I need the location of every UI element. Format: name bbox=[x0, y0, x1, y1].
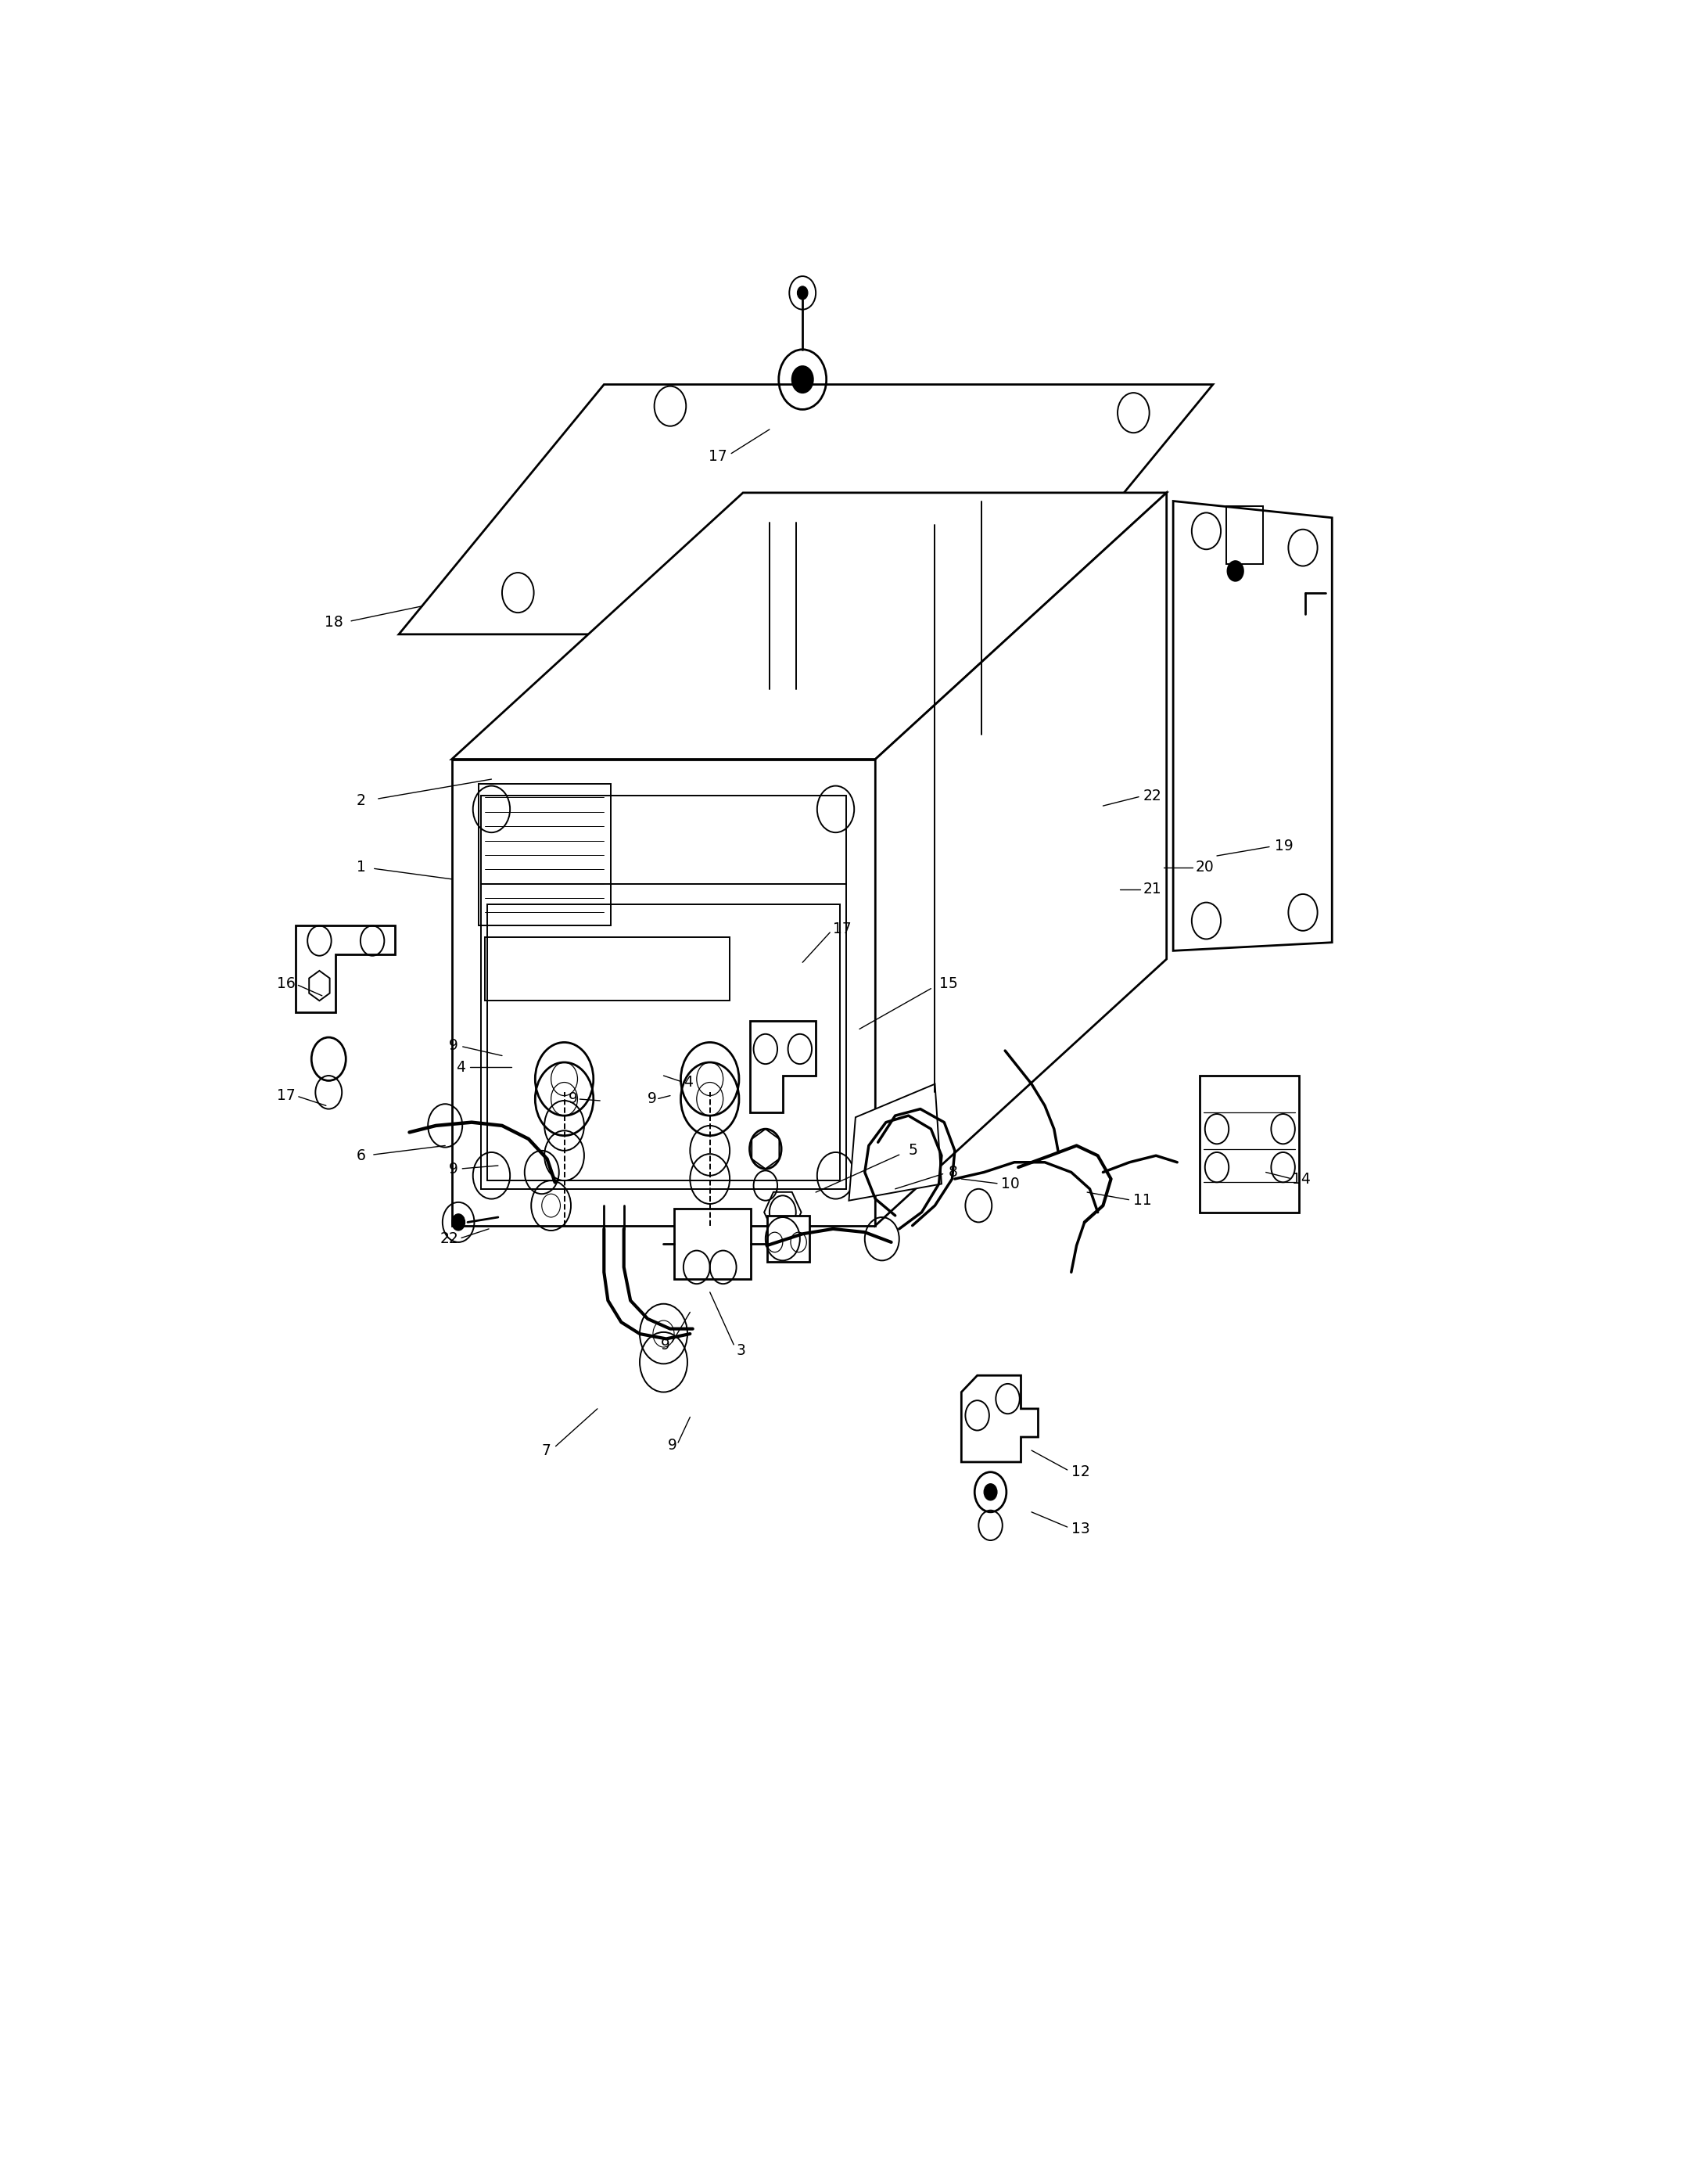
Text: 4: 4 bbox=[456, 1060, 465, 1075]
Bar bbox=[1199, 1075, 1298, 1211]
Polygon shape bbox=[876, 493, 1167, 1226]
Text: 13: 13 bbox=[1071, 1521, 1090, 1536]
Circle shape bbox=[1228, 560, 1243, 582]
Text: 6: 6 bbox=[357, 1149, 366, 1164]
Text: 9: 9 bbox=[668, 1438, 676, 1454]
Text: 9: 9 bbox=[449, 1038, 458, 1053]
Text: 19: 19 bbox=[1276, 839, 1293, 852]
Circle shape bbox=[453, 1213, 465, 1231]
Text: 15: 15 bbox=[939, 978, 958, 991]
Bar bbox=[487, 904, 840, 1181]
Bar bbox=[485, 937, 729, 1001]
Text: 2: 2 bbox=[357, 794, 366, 809]
Circle shape bbox=[798, 286, 808, 298]
Text: 17: 17 bbox=[709, 448, 728, 463]
Text: 16: 16 bbox=[277, 978, 295, 991]
Text: 14: 14 bbox=[1293, 1172, 1312, 1185]
Text: 9: 9 bbox=[661, 1339, 670, 1352]
Circle shape bbox=[984, 1484, 997, 1501]
Circle shape bbox=[793, 366, 813, 394]
Text: 10: 10 bbox=[1001, 1177, 1020, 1192]
Text: 9: 9 bbox=[647, 1092, 658, 1107]
Text: 1: 1 bbox=[357, 861, 366, 874]
Text: 5: 5 bbox=[909, 1144, 917, 1157]
Text: 12: 12 bbox=[1071, 1464, 1090, 1479]
Text: 9: 9 bbox=[569, 1092, 577, 1107]
Bar bbox=[478, 785, 611, 926]
Text: 3: 3 bbox=[736, 1343, 746, 1358]
Text: 22: 22 bbox=[1143, 789, 1161, 802]
Bar bbox=[675, 1209, 752, 1278]
Text: 22: 22 bbox=[441, 1231, 458, 1246]
Polygon shape bbox=[295, 926, 395, 1012]
Polygon shape bbox=[962, 1376, 1038, 1462]
Text: 11: 11 bbox=[1134, 1194, 1151, 1207]
Bar bbox=[1226, 506, 1264, 565]
Polygon shape bbox=[451, 759, 876, 1226]
Text: 18: 18 bbox=[325, 614, 343, 629]
Polygon shape bbox=[451, 493, 1167, 759]
Text: 21: 21 bbox=[1143, 883, 1161, 895]
Text: 17: 17 bbox=[834, 921, 852, 937]
Text: 4: 4 bbox=[683, 1075, 693, 1090]
Polygon shape bbox=[1173, 502, 1332, 952]
Text: 7: 7 bbox=[541, 1443, 552, 1458]
Polygon shape bbox=[750, 1021, 816, 1112]
Text: 17: 17 bbox=[277, 1088, 295, 1103]
Bar bbox=[767, 1216, 810, 1263]
Text: 9: 9 bbox=[449, 1162, 458, 1177]
Text: 20: 20 bbox=[1196, 861, 1214, 874]
Text: 8: 8 bbox=[948, 1166, 958, 1179]
Polygon shape bbox=[849, 1084, 941, 1200]
